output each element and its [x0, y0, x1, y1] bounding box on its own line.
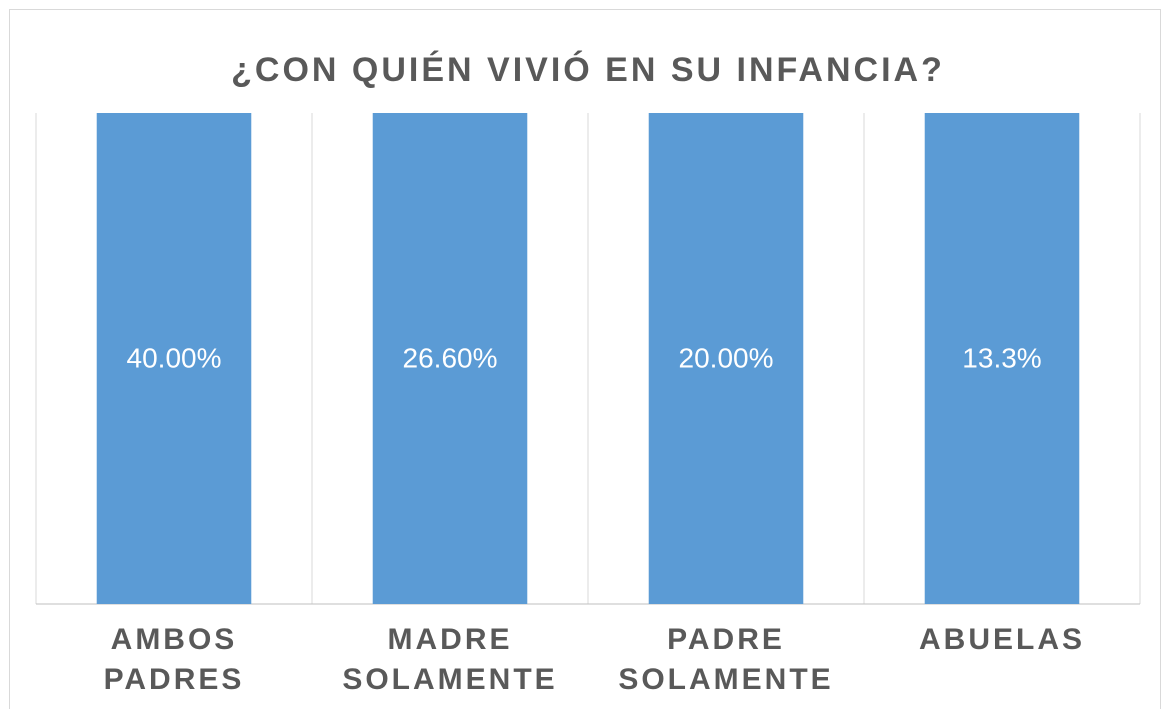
- data-label: 40.00%: [127, 342, 222, 373]
- data-label: 26.60%: [403, 342, 498, 373]
- bar: [372, 113, 528, 604]
- data-label: 20.00%: [679, 342, 774, 373]
- x-tick-label: PADRE SOLAMENTE: [618, 623, 833, 696]
- bar: [648, 113, 804, 604]
- chart-title: ¿CON QUIÉN VIVIÓ EN SU INFANCIA?: [231, 51, 945, 89]
- x-tick-label: AMBOS PADRES: [104, 623, 245, 696]
- x-tick-label: ABUELAS: [919, 623, 1085, 656]
- bar: [96, 113, 252, 604]
- data-label: 13.3%: [962, 342, 1041, 373]
- x-tick-label: MADRE SOLAMENTE: [342, 623, 557, 696]
- bar: [924, 113, 1080, 604]
